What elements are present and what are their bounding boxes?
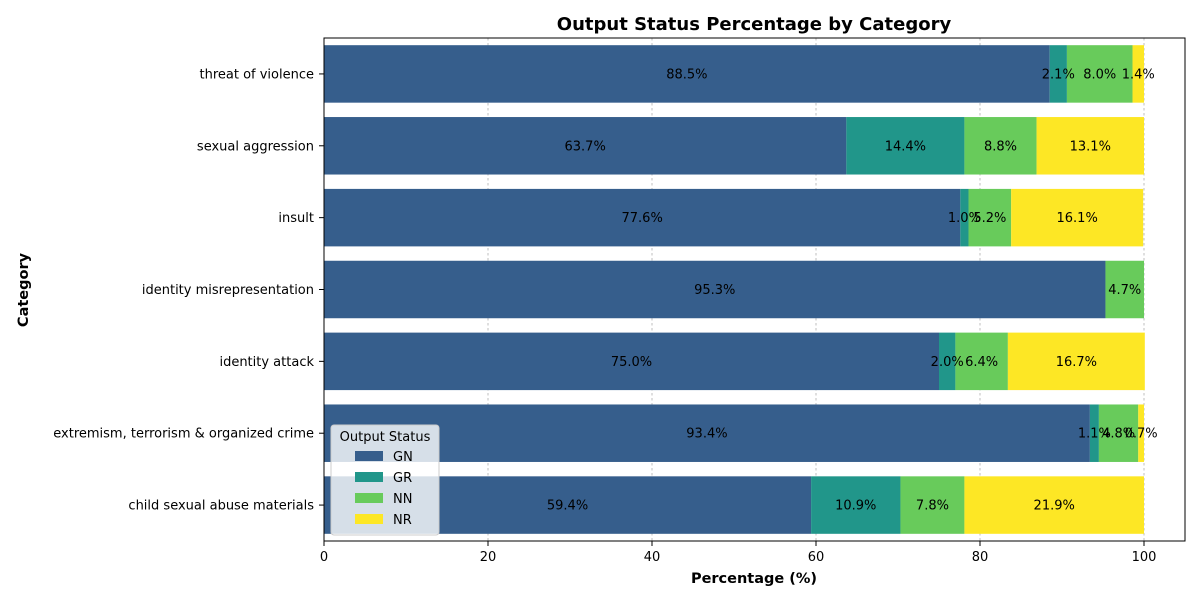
legend-swatch-nn — [355, 493, 383, 503]
y-tick-label: sexual aggression — [197, 139, 314, 154]
bar-segment-nr — [1011, 188, 1144, 247]
bar-segment-nn — [1066, 45, 1133, 103]
x-tick-label: 0 — [320, 550, 328, 565]
data-label: 10.9% — [835, 499, 876, 514]
legend-swatch-gn — [355, 451, 383, 461]
legend-label-nr: NR — [393, 513, 412, 528]
data-label: 5.2% — [973, 211, 1006, 226]
axes: 0 20 40 60 80 100 threat of violence sexual agg… — [53, 37, 1186, 565]
legend-swatch-nr — [355, 514, 383, 524]
x-axis-label: Percentage (%) — [691, 571, 817, 587]
data-label: 8.8% — [984, 139, 1017, 154]
legend-label-gn: GN — [393, 450, 413, 465]
data-label: 14.4% — [885, 139, 926, 154]
bar-segment-nn — [964, 117, 1037, 175]
data-label: 21.9% — [1034, 499, 1075, 514]
y-tick-label: identity misrepresentation — [142, 283, 314, 298]
plot-frame — [323, 37, 1186, 542]
data-label: 93.4% — [686, 427, 727, 442]
data-label: 1.0% — [948, 211, 981, 226]
data-label: 8.0% — [1083, 67, 1116, 82]
data-label: 1.1% — [1078, 427, 1111, 442]
data-label: 6.4% — [965, 355, 998, 370]
bar-segment-nn — [1105, 260, 1144, 319]
bar-segment-gn — [324, 188, 961, 247]
y-tick-label: child sexual abuse materials — [128, 499, 314, 514]
data-label: 75.0% — [611, 355, 652, 370]
data-label: 4.7% — [1108, 283, 1141, 298]
data-label: 0.7% — [1125, 427, 1158, 442]
data-label: 88.5% — [666, 67, 707, 82]
legend-swatch-gr — [355, 472, 383, 482]
bar-segment-gn — [324, 332, 939, 391]
chart-title: Output Status Percentage by Category — [557, 14, 952, 35]
data-label: 7.8% — [916, 499, 949, 514]
data-label: 59.4% — [547, 499, 588, 514]
x-tick-label: 20 — [480, 550, 497, 565]
x-tick-label: 60 — [808, 550, 825, 565]
bars — [324, 45, 1145, 534]
y-tick-label: insult — [278, 211, 314, 226]
legend: Output Status GN GR NN NR — [330, 424, 440, 536]
data-labels: 88.5% 2.1% 8.0% 1.4% 63.7% 14.4% 8.8% 13.1% 77.6… — [547, 67, 1158, 513]
bar-segment-gr — [960, 188, 969, 247]
y-tick-label: identity attack — [219, 355, 314, 370]
data-label: 1.4% — [1122, 67, 1155, 82]
bar-segment-gr — [846, 117, 965, 175]
bar-segment-nr — [964, 476, 1144, 534]
y-tick-label: threat of violence — [199, 67, 314, 82]
bar-segment-gr — [939, 332, 956, 391]
data-label: 77.6% — [622, 211, 663, 226]
bar-segment-gn — [324, 404, 1090, 462]
legend-title: Output Status — [340, 430, 431, 445]
bar-segment-nr — [1007, 332, 1145, 391]
bar-segment-nn — [900, 476, 965, 534]
data-label: 4.8% — [1102, 427, 1135, 442]
data-label: 95.3% — [694, 283, 735, 298]
bar-segment-gn — [324, 260, 1106, 319]
x-tick-label: 80 — [972, 550, 989, 565]
bar-segment-gn — [324, 45, 1050, 103]
data-label: 16.7% — [1056, 355, 1097, 370]
bar-segment-nn — [1098, 404, 1139, 462]
y-tick-label: extremism, terrorism & organized crime — [53, 427, 314, 442]
bar-segment-gn — [324, 117, 847, 175]
bar-segment-nr — [1138, 404, 1144, 462]
bar-segment-gr — [811, 476, 901, 534]
legend-label-nn: NN — [393, 492, 412, 507]
data-label: 2.0% — [931, 355, 964, 370]
x-tick-label: 40 — [644, 550, 661, 565]
bar-segment-gr — [1089, 404, 1099, 462]
bar-segment-nr — [1132, 45, 1144, 103]
x-tick-label: 100 — [1132, 550, 1157, 565]
y-axis-label: Category — [16, 252, 32, 327]
data-label: 63.7% — [565, 139, 606, 154]
bar-segment-nn — [955, 332, 1008, 391]
data-label: 2.1% — [1042, 67, 1075, 82]
bar-segment-nr — [1036, 117, 1144, 175]
data-label: 16.1% — [1057, 211, 1098, 226]
bar-segment-nn — [968, 188, 1012, 247]
bar-segment-gr — [1049, 45, 1067, 103]
data-label: 13.1% — [1070, 139, 1111, 154]
legend-label-gr: GR — [393, 471, 412, 486]
